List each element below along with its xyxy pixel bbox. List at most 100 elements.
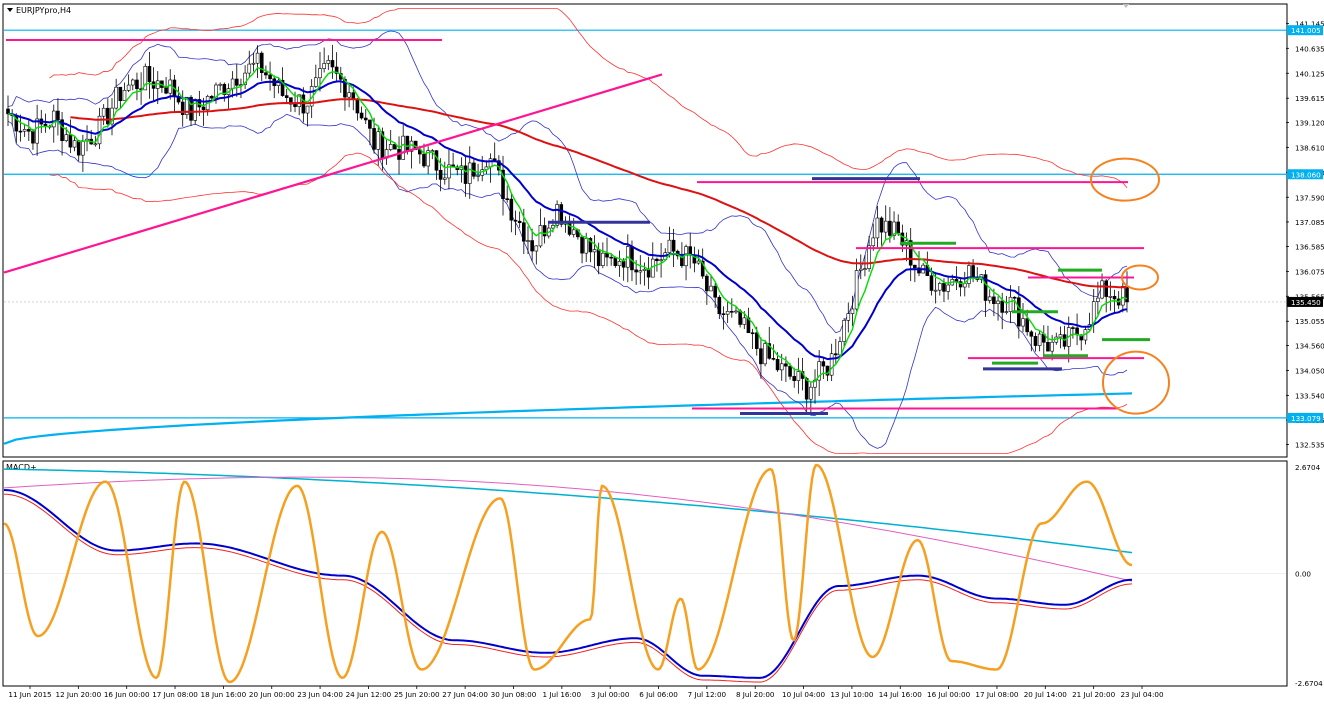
- candle-body: [143, 66, 148, 91]
- candle-body: [759, 348, 763, 365]
- candle-body: [189, 96, 193, 121]
- candle-body: [942, 282, 946, 292]
- time-tick-label: 10 Jul 04:00: [782, 690, 826, 699]
- candle-body: [684, 246, 688, 267]
- candle-body: [775, 358, 780, 371]
- candle-body: [767, 343, 772, 359]
- candle-body: [605, 252, 609, 258]
- bollinger-bands: [7, 7, 1128, 455]
- price-tick-label: 139.120: [1295, 118, 1324, 127]
- price-axis: 141.145 140.635 140.125 139.615 139.120 138.6…: [1286, 19, 1324, 450]
- candle-body: [983, 274, 988, 301]
- candle-body: [293, 103, 297, 107]
- candle-body: [347, 92, 351, 98]
- candle-body: [730, 311, 734, 313]
- level-label: 135.450: [1291, 298, 1321, 307]
- time-tick-label: 23 Jun 04:00: [297, 690, 343, 699]
- time-axis: 11 Jun 2015 12 Jun 20:00 16 Jun 00:00 17 Ju…: [8, 686, 1164, 699]
- scroll-marker-icon[interactable]: [1123, 4, 1129, 8]
- candle-body: [809, 386, 813, 400]
- chevron-down-icon[interactable]: [7, 8, 13, 12]
- candle-body: [114, 86, 118, 109]
- candle-body: [418, 149, 422, 155]
- level-label-box: [1287, 412, 1323, 423]
- candle-body: [18, 130, 23, 133]
- candle-body: [609, 256, 613, 259]
- candle-body: [343, 79, 347, 98]
- candle-body: [363, 117, 368, 121]
- level-label: 133.079: [1291, 414, 1321, 423]
- price-tick-label: 137.085: [1295, 218, 1324, 227]
- candle-body: [667, 239, 672, 254]
- time-tick-label: 13 Jul 10:00: [830, 690, 874, 699]
- candle-body: [234, 78, 239, 86]
- time-tick-label: 6 Jul 06:00: [639, 690, 678, 699]
- candle-body: [842, 320, 846, 342]
- candle-body: [750, 332, 755, 335]
- candle-body: [517, 220, 522, 224]
- annotation-circle: [1102, 350, 1170, 415]
- candle-body: [850, 308, 855, 314]
- price-tick-label: 134.050: [1295, 366, 1324, 375]
- time-tick-label: 16 Jun 00:00: [104, 690, 150, 699]
- candle-body: [700, 260, 705, 277]
- candle-body: [513, 219, 518, 222]
- mid-ema-line: [7, 80, 1128, 361]
- candle-body: [834, 353, 838, 356]
- background-lines: [3, 29, 1286, 445]
- candle-body: [559, 204, 564, 225]
- candle-body: [642, 268, 647, 271]
- level-label: 141.005: [1291, 26, 1321, 35]
- candle-body: [1012, 296, 1017, 299]
- candle-body: [401, 135, 405, 160]
- indicator-axis: 2.6704 0.00 -2.6704: [1295, 463, 1323, 688]
- time-tick-label: 25 Jun 20:00: [394, 690, 440, 699]
- candle-body: [838, 341, 842, 356]
- candle-body: [180, 101, 185, 115]
- candle-body: [771, 358, 776, 360]
- candle-body: [696, 260, 701, 264]
- candle-body: [243, 72, 247, 85]
- candle-body: [738, 310, 742, 325]
- time-tick-label: 21 Jul 20:00: [1072, 690, 1116, 699]
- candle-body: [1037, 333, 1042, 346]
- candle-body: [580, 236, 584, 254]
- candle-body: [130, 79, 135, 86]
- candle-body: [334, 66, 339, 74]
- candle-body: [788, 365, 792, 377]
- candle-body: [185, 96, 189, 115]
- candle-body: [967, 265, 971, 284]
- candle-body: [555, 204, 559, 226]
- candle-body: [630, 246, 634, 271]
- candle-body: [538, 225, 543, 247]
- indicator-tick-label: 0.00: [1295, 570, 1311, 579]
- candle-body: [93, 143, 98, 146]
- time-tick-label: 11 Jun 2015: [8, 690, 51, 699]
- candle-body: [1033, 335, 1038, 346]
- candle-body: [1121, 286, 1125, 306]
- candle-body: [501, 169, 505, 199]
- candle-body: [804, 378, 809, 400]
- candle-body: [742, 317, 747, 325]
- moving-averages: [7, 66, 1128, 383]
- candle-body: [655, 258, 659, 262]
- candle-body: [201, 106, 206, 111]
- candle-body: [247, 63, 252, 74]
- candle-body: [896, 221, 901, 234]
- candle-body: [588, 238, 593, 253]
- time-tick-label: 30 Jun 08:00: [491, 690, 537, 699]
- candle-body: [268, 74, 272, 80]
- candle-body: [542, 225, 547, 237]
- candles: [6, 44, 1129, 416]
- candle-body: [996, 300, 1000, 305]
- candle-body: [22, 129, 27, 132]
- time-tick-label: 16 Jul 00:00: [927, 690, 971, 699]
- time-tick-label: 7 Jul 12:00: [688, 690, 727, 699]
- candle-body: [64, 134, 69, 141]
- candle-body: [1125, 286, 1129, 303]
- candle-body: [330, 60, 335, 68]
- candle-body: [60, 119, 64, 141]
- time-tick-label: 17 Jul 08:00: [975, 690, 1019, 699]
- candle-body: [792, 376, 797, 381]
